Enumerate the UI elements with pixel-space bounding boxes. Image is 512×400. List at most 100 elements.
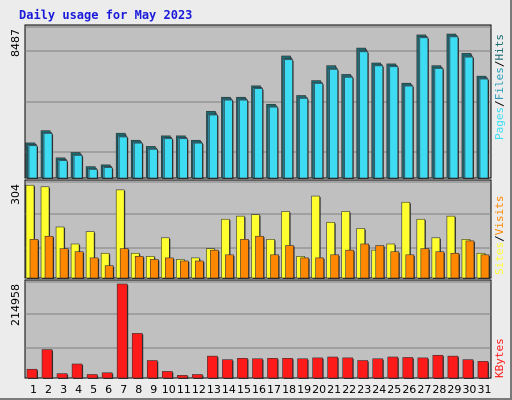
x-tick-label: 28 xyxy=(432,383,446,396)
panel-kbytes-legend: KBytes xyxy=(493,338,506,378)
bar-visits xyxy=(210,249,219,279)
x-tick-label: 21 xyxy=(327,383,341,396)
bar-kbytes xyxy=(56,373,68,379)
bar-pages xyxy=(389,66,399,179)
bar-pages xyxy=(209,114,218,179)
bar-pages xyxy=(404,85,414,179)
legend-entry: / xyxy=(493,61,506,68)
bar-kbytes xyxy=(192,374,203,379)
bar-pages xyxy=(179,138,188,179)
bar-visits xyxy=(465,240,475,279)
bar-pages xyxy=(329,69,338,179)
bar-kbytes xyxy=(432,354,444,379)
bar-kbytes xyxy=(116,283,128,379)
bar-visits xyxy=(285,245,294,279)
bar-pages xyxy=(344,76,353,179)
x-tick-label: 4 xyxy=(75,383,82,396)
bar-pages xyxy=(163,138,173,179)
bar-pages xyxy=(479,78,489,179)
x-tick-label: 9 xyxy=(150,383,157,396)
bar-kbytes xyxy=(101,372,113,379)
bar-pages xyxy=(254,88,263,179)
panel-visits-sites-legend: Sites/Visits xyxy=(493,196,506,276)
panel-hits-files-pages-ytick-label: 8487 xyxy=(9,29,22,57)
legend-entry: / xyxy=(493,100,506,107)
bar-pages xyxy=(269,106,278,179)
x-tick-label: 18 xyxy=(282,383,296,396)
bar-kbytes xyxy=(131,333,143,379)
bar-pages xyxy=(28,145,38,179)
bar-pages xyxy=(148,148,158,179)
bar-kbytes xyxy=(372,358,384,379)
chart-title: Daily usage for May 2023 xyxy=(19,8,193,22)
bar-visits xyxy=(104,265,114,279)
bar-kbytes xyxy=(402,357,414,379)
bar-visits xyxy=(300,257,309,279)
bar-kbytes xyxy=(357,360,369,379)
bar-kbytes xyxy=(447,355,459,379)
bar-pages xyxy=(434,68,444,179)
x-tick-label: 20 xyxy=(312,383,326,396)
bar-kbytes xyxy=(41,349,53,379)
bar-pages xyxy=(58,160,68,179)
bar-pages xyxy=(314,83,323,179)
x-tick-label: 13 xyxy=(207,383,221,396)
bar-pages xyxy=(284,59,293,179)
bar-pages xyxy=(103,167,113,179)
bar-pages xyxy=(118,136,128,179)
bar-pages xyxy=(88,169,98,179)
bar-pages xyxy=(194,142,203,179)
bar-pages xyxy=(43,133,53,179)
x-tick-label: 6 xyxy=(105,383,112,396)
bar-pages xyxy=(224,99,233,179)
x-tick-label: 14 xyxy=(222,383,236,396)
panel-kbytes-ytick-label: 214958 xyxy=(9,284,22,326)
x-tick-label: 10 xyxy=(162,383,176,396)
bar-pages xyxy=(449,36,459,179)
bar-visits xyxy=(480,254,490,279)
bar-visits xyxy=(330,254,339,279)
x-tick-label: 25 xyxy=(387,383,401,396)
x-tick-label: 31 xyxy=(477,383,491,396)
bar-kbytes xyxy=(86,374,98,379)
bar-kbytes xyxy=(342,357,353,379)
bar-pages xyxy=(133,142,143,179)
legend-entry: / xyxy=(493,235,506,242)
bar-visits xyxy=(89,257,99,279)
bar-visits xyxy=(29,239,39,279)
x-tick-label: 23 xyxy=(357,383,371,396)
x-tick-label: 15 xyxy=(237,383,251,396)
bar-kbytes xyxy=(462,359,474,379)
bar-kbytes xyxy=(71,363,83,379)
bar-kbytes xyxy=(387,356,399,379)
legend-entry: Pages xyxy=(493,107,506,140)
bar-kbytes xyxy=(26,368,38,379)
bar-visits xyxy=(240,239,249,279)
bar-pages xyxy=(464,56,474,179)
bar-visits xyxy=(450,252,460,279)
legend-entry: Visits xyxy=(493,196,506,236)
x-tick-label: 22 xyxy=(342,383,356,396)
bar-visits xyxy=(345,249,354,279)
bar-kbytes xyxy=(477,361,489,379)
x-tick-label: 29 xyxy=(447,383,461,396)
x-tick-label: 7 xyxy=(120,383,127,396)
bar-kbytes xyxy=(327,356,338,379)
bar-visits xyxy=(420,248,430,279)
x-tick-label: 1 xyxy=(30,383,37,396)
x-tick-label: 11 xyxy=(177,383,191,396)
bar-visits xyxy=(134,256,144,279)
bar-kbytes xyxy=(207,355,218,379)
legend-entry: KBytes xyxy=(493,338,506,378)
bar-kbytes xyxy=(282,358,293,379)
bar-visits xyxy=(255,235,264,279)
legend-entry: Sites xyxy=(493,242,506,275)
x-tick-label: 30 xyxy=(462,383,476,396)
x-tick-label: 3 xyxy=(60,383,67,396)
bar-kbytes xyxy=(222,359,233,379)
legend-entry: Hits xyxy=(493,34,506,61)
bar-pages xyxy=(374,65,384,179)
x-tick-label: 26 xyxy=(402,383,416,396)
bar-kbytes xyxy=(312,357,323,379)
x-tick-label: 24 xyxy=(372,383,386,396)
